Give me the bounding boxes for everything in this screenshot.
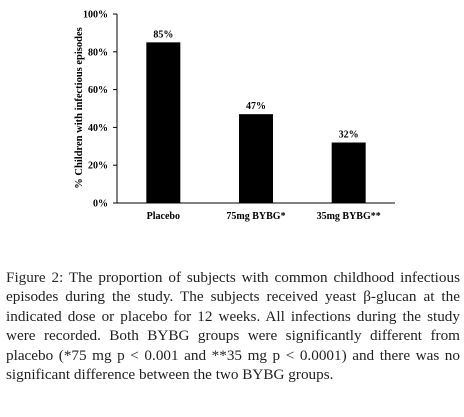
bars (146, 42, 366, 203)
bar (146, 42, 181, 203)
bar-chart: 0% 20% 40% 60% 80% 100% 85% 47% 32% Placebo 75mg… (74, 10, 395, 222)
x-tick-labels: Placebo 75mg BYBG* 35mg BYBG** (147, 211, 381, 222)
bar (331, 142, 366, 203)
caption-text: The proportion of subjects with common c… (6, 269, 460, 384)
x-tick-label: Placebo (147, 211, 180, 222)
y-tick-label: 20% (88, 161, 108, 172)
caption-label: Figure 2: (6, 269, 64, 286)
data-label: 32% (339, 130, 359, 141)
y-tick-label: 0% (93, 199, 108, 210)
y-tick-label: 100% (83, 10, 108, 21)
x-tick-label: 75mg BYBG* (226, 211, 285, 222)
y-ticks: 0% 20% 40% 60% 80% 100% (83, 10, 117, 210)
x-tick-label: 35mg BYBG** (317, 211, 381, 222)
data-label: 47% (246, 101, 266, 112)
y-tick-label: 40% (88, 123, 108, 134)
data-label: 85% (153, 29, 173, 40)
y-tick-label: 60% (88, 85, 108, 96)
figure-caption: Figure 2: The proportion of subjects wit… (6, 268, 460, 384)
y-axis-label: % Children with infectious episodes (74, 27, 85, 188)
data-labels: 85% 47% 32% (153, 29, 358, 140)
y-tick-label: 80% (88, 47, 108, 58)
bar (239, 114, 273, 203)
